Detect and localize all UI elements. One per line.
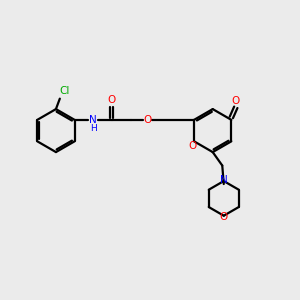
Text: O: O — [143, 115, 152, 125]
Text: O: O — [232, 96, 240, 106]
Text: H: H — [90, 124, 96, 133]
Text: O: O — [188, 141, 197, 151]
Text: N: N — [220, 175, 228, 184]
Text: Cl: Cl — [60, 86, 70, 96]
Text: O: O — [107, 95, 116, 105]
Text: N: N — [89, 115, 97, 125]
Text: O: O — [220, 212, 228, 222]
